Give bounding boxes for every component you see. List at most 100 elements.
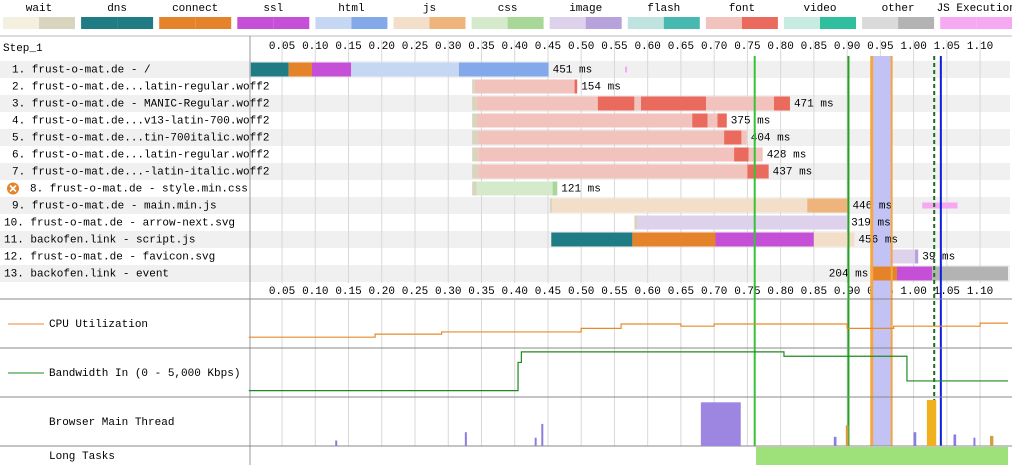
row-label: 3. frust-o-mat.de - MANIC-Regular.woff2 <box>12 98 269 110</box>
row-label: 6. frust-o-mat.de...latin-regular.woff2 <box>12 149 269 161</box>
request-segment <box>741 130 747 145</box>
request-segment <box>250 62 289 77</box>
tick-label-top: 1.05 <box>934 41 960 53</box>
row-label: 13. backofen.link - event <box>4 268 169 280</box>
tick-label-top: 0.60 <box>634 41 660 53</box>
tick-label-bottom: 0.10 <box>302 286 328 298</box>
row-label: 4. frust-o-mat.de...v13-latin-700.woff2 <box>12 115 269 127</box>
request-segment <box>472 130 479 145</box>
tick-label-bottom: 0.70 <box>701 286 727 298</box>
thread-activity <box>845 425 849 446</box>
tick-label-bottom: 0.45 <box>535 286 561 298</box>
row-label: 11. backofen.link - script.js <box>4 234 195 246</box>
legend-label: other <box>882 3 915 15</box>
legend-label: JS Execution <box>937 3 1012 15</box>
tick-label-bottom: 0.50 <box>568 286 594 298</box>
row-label: 2. frust-o-mat.de...latin-regular.woff2 <box>12 81 269 93</box>
tick-label-top: 0.85 <box>801 41 827 53</box>
legend-label: image <box>569 3 602 15</box>
request-segment <box>472 113 478 128</box>
error-icon-x <box>9 184 17 193</box>
legend-swatch-light <box>159 17 196 29</box>
row-label: 7. frust-o-mat.de...-latin-italic.woff2 <box>12 166 269 178</box>
row-bg <box>0 265 1010 282</box>
thread-activity <box>700 402 741 446</box>
tick-label-bottom: 0.85 <box>801 286 827 298</box>
thread-activity <box>534 437 537 446</box>
legend-swatch-dark <box>39 17 75 29</box>
tick-label-bottom: 0.40 <box>502 286 528 298</box>
legend-swatch-dark <box>273 17 310 29</box>
tick-label-top: 0.05 <box>269 41 295 53</box>
tick-label-bottom: 0.60 <box>634 286 660 298</box>
request-segment <box>807 198 849 213</box>
tick-label-top: 0.75 <box>734 41 760 53</box>
tick-label-bottom: 1.05 <box>934 286 960 298</box>
request-segment <box>632 232 716 247</box>
legend-swatch-light <box>627 17 664 29</box>
legend-swatch-light <box>81 17 118 29</box>
tick-label-top: 0.80 <box>767 41 793 53</box>
request-segment <box>478 130 725 145</box>
legend-label: html <box>338 3 364 15</box>
request-segment <box>288 62 312 77</box>
request-segment <box>813 232 855 247</box>
tick-label-bottom: 0.80 <box>767 286 793 298</box>
panel-label: Long Tasks <box>49 451 115 463</box>
tick-label-bottom: 0.30 <box>435 286 461 298</box>
legend-label: font <box>729 3 755 15</box>
request-segment <box>872 266 897 281</box>
request-segment <box>311 62 352 77</box>
request-segment <box>551 232 633 247</box>
tick-label-top: 0.65 <box>668 41 694 53</box>
duration-label: 154 ms <box>581 81 621 93</box>
request-segment <box>634 96 642 111</box>
thread-activity <box>464 432 467 446</box>
panel-line <box>248 351 1008 392</box>
request-segment <box>706 96 774 111</box>
legend-swatch-light <box>549 17 586 29</box>
thread-activity <box>833 436 837 446</box>
legend-label: wait <box>26 3 52 15</box>
tick-label-top: 0.15 <box>335 41 361 53</box>
legend-swatch-dark <box>820 17 856 29</box>
duration-label: 39 ms <box>922 251 955 263</box>
tick-label-top: 0.50 <box>568 41 594 53</box>
duration-label: 437 ms <box>773 166 813 178</box>
tick-label-top: 0.45 <box>535 41 561 53</box>
legend-swatch-dark <box>507 17 544 29</box>
legend-swatch-light <box>784 17 820 29</box>
request-segment <box>478 164 748 179</box>
tick-label-top: 0.90 <box>834 41 860 53</box>
legend-swatch-light <box>862 17 899 29</box>
legend-swatch-light <box>315 17 352 29</box>
request-segment <box>747 164 769 179</box>
request-segment <box>351 62 459 77</box>
legend-swatch-dark <box>898 17 935 29</box>
request-segment <box>478 147 735 162</box>
legend-label: css <box>498 3 518 15</box>
legend-label: connect <box>172 3 218 15</box>
request-segment <box>692 113 708 128</box>
row-label: 12. frust-o-mat.de - favicon.svg <box>4 251 215 263</box>
legend-swatch-dark <box>663 17 700 29</box>
request-segment <box>914 249 919 264</box>
request-segment <box>932 266 1009 281</box>
request-segment <box>715 232 814 247</box>
thread-activity <box>926 400 937 446</box>
request-segment <box>476 96 598 111</box>
request-segment <box>724 130 742 145</box>
duration-label: 471 ms <box>794 98 834 110</box>
request-segment <box>707 113 718 128</box>
tick-label-top: 0.55 <box>601 41 627 53</box>
tick-label-bottom: 1.00 <box>900 286 926 298</box>
legend-swatch-dark <box>429 17 466 29</box>
panel-line <box>248 322 1008 338</box>
row-label: 9. frust-o-mat.de - main.min.js <box>12 200 217 212</box>
panel-label: CPU Utilization <box>49 319 148 331</box>
tick-label-top: 0.40 <box>502 41 528 53</box>
request-segment <box>472 96 477 111</box>
tick-label-top: 0.20 <box>369 41 395 53</box>
